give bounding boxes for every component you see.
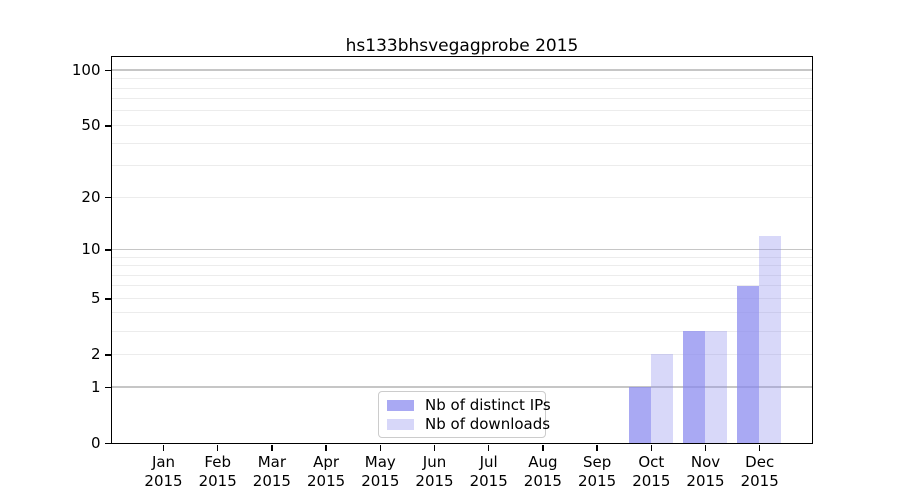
x-tick-month: Mar xyxy=(257,452,287,471)
x-tick xyxy=(433,445,436,451)
chart-title: hs133bhsvegagprobe 2015 xyxy=(345,36,579,56)
x-tick xyxy=(542,445,544,451)
x-tick-month: May xyxy=(364,452,396,471)
x-tick-year: 2015 xyxy=(469,471,508,490)
x-tick-year: 2015 xyxy=(144,471,183,490)
x-tick xyxy=(758,445,761,451)
legend-label-downloads: Nb of downloads xyxy=(425,415,551,433)
y-tick xyxy=(104,354,111,356)
x-tick-month: Jul xyxy=(479,452,498,471)
y-tick xyxy=(104,386,111,389)
x-tick-year: 2015 xyxy=(740,471,779,490)
x-tick-month: Aug xyxy=(528,452,558,471)
x-tick-label: Sep 2015 xyxy=(567,453,627,491)
gridline-minor xyxy=(111,142,812,144)
legend-entry-distinct-ips: Nb of distinct IPs xyxy=(387,396,551,414)
x-tick xyxy=(596,445,598,451)
bar-distinct-ips-dec xyxy=(737,285,760,443)
gridline-minor xyxy=(111,330,812,332)
x-tick xyxy=(487,445,490,451)
gridline-minor xyxy=(111,312,812,314)
x-tick-year: 2015 xyxy=(686,471,725,490)
x-tick xyxy=(650,445,653,451)
y-tick-label: 5 xyxy=(90,289,101,308)
y-tick-label: 100 xyxy=(71,61,101,80)
x-tick xyxy=(271,445,273,451)
gridline-major xyxy=(111,248,812,251)
y-tick-label: 20 xyxy=(81,188,101,207)
legend: Nb of distinct IPs Nb of downloads xyxy=(378,391,551,438)
gridline-minor xyxy=(111,297,812,299)
x-tick-month: Sep xyxy=(582,452,612,471)
gridline-minor xyxy=(111,78,812,80)
x-tick-month: Jun xyxy=(422,452,447,471)
x-tick-year: 2015 xyxy=(198,471,237,490)
x-tick xyxy=(704,445,707,451)
x-tick-month: Apr xyxy=(313,452,340,471)
x-tick-label: Nov 2015 xyxy=(676,453,736,491)
x-tick-label: Oct 2015 xyxy=(621,453,681,491)
bar-downloads-nov xyxy=(705,331,727,443)
x-tick-year: 2015 xyxy=(252,471,291,490)
x-tick-label: Apr 2015 xyxy=(296,453,356,491)
legend-swatch-downloads-icon xyxy=(387,418,414,430)
x-tick xyxy=(325,445,327,451)
legend-swatch-distinct-ips-icon xyxy=(387,399,414,411)
gridline-minor xyxy=(111,98,812,100)
x-tick-label: Jul 2015 xyxy=(459,453,519,491)
gridline-minor xyxy=(111,124,812,126)
gridline-major xyxy=(111,69,812,71)
y-tick-label: 10 xyxy=(81,240,101,259)
y-tick-label: 2 xyxy=(90,345,101,364)
y-tick xyxy=(104,196,111,199)
y-tick xyxy=(104,125,111,127)
x-tick xyxy=(379,445,382,451)
x-tick-label: Feb 2015 xyxy=(188,453,248,491)
y-tick xyxy=(104,69,111,72)
x-tick-label: Jun 2015 xyxy=(405,453,465,491)
x-tick-label: Mar 2015 xyxy=(242,453,302,491)
gridline-minor xyxy=(111,274,812,276)
gridline-major xyxy=(111,386,812,388)
bar-distinct-ips-nov xyxy=(683,331,705,443)
x-tick-month: Dec xyxy=(745,452,775,471)
gridline-minor xyxy=(111,285,812,287)
bar-distinct-ips-oct xyxy=(628,387,651,443)
y-tick-label: 50 xyxy=(81,116,101,135)
gridline-minor xyxy=(111,196,812,198)
x-tick-month: Oct xyxy=(638,452,665,471)
x-tick-label: Jan 2015 xyxy=(134,453,194,491)
x-tick-label: May 2015 xyxy=(350,453,410,491)
x-tick-year: 2015 xyxy=(523,471,562,490)
gridline-minor xyxy=(111,265,812,266)
gridline-minor xyxy=(111,353,812,355)
x-tick-year: 2015 xyxy=(415,471,454,490)
plot-area xyxy=(110,55,813,444)
legend-label-distinct-ips: Nb of distinct IPs xyxy=(425,396,551,414)
x-tick xyxy=(162,445,165,451)
x-tick-year: 2015 xyxy=(632,471,671,490)
y-tick xyxy=(104,442,111,445)
bar-downloads-oct xyxy=(650,354,673,443)
y-tick xyxy=(104,298,111,300)
x-tick-year: 2015 xyxy=(578,471,617,490)
x-tick xyxy=(216,445,219,451)
x-tick-month: Nov xyxy=(690,452,721,471)
x-tick-year: 2015 xyxy=(361,471,400,490)
gridline-minor xyxy=(111,165,812,167)
x-tick-month: Jan xyxy=(151,452,176,471)
y-tick-label: 0 xyxy=(90,434,101,452)
gridline-minor xyxy=(111,256,812,258)
y-tick xyxy=(104,249,111,251)
gridline-minor xyxy=(111,110,812,112)
x-tick-label: Aug 2015 xyxy=(513,453,573,491)
y-tick-label: 1 xyxy=(90,378,101,396)
gridline-minor xyxy=(111,87,812,89)
legend-entry-downloads: Nb of downloads xyxy=(387,415,550,433)
bar-downloads-dec xyxy=(759,235,782,443)
x-tick-label: Dec 2015 xyxy=(730,453,790,491)
x-tick-month: Feb xyxy=(204,452,231,471)
x-tick-year: 2015 xyxy=(307,471,346,490)
